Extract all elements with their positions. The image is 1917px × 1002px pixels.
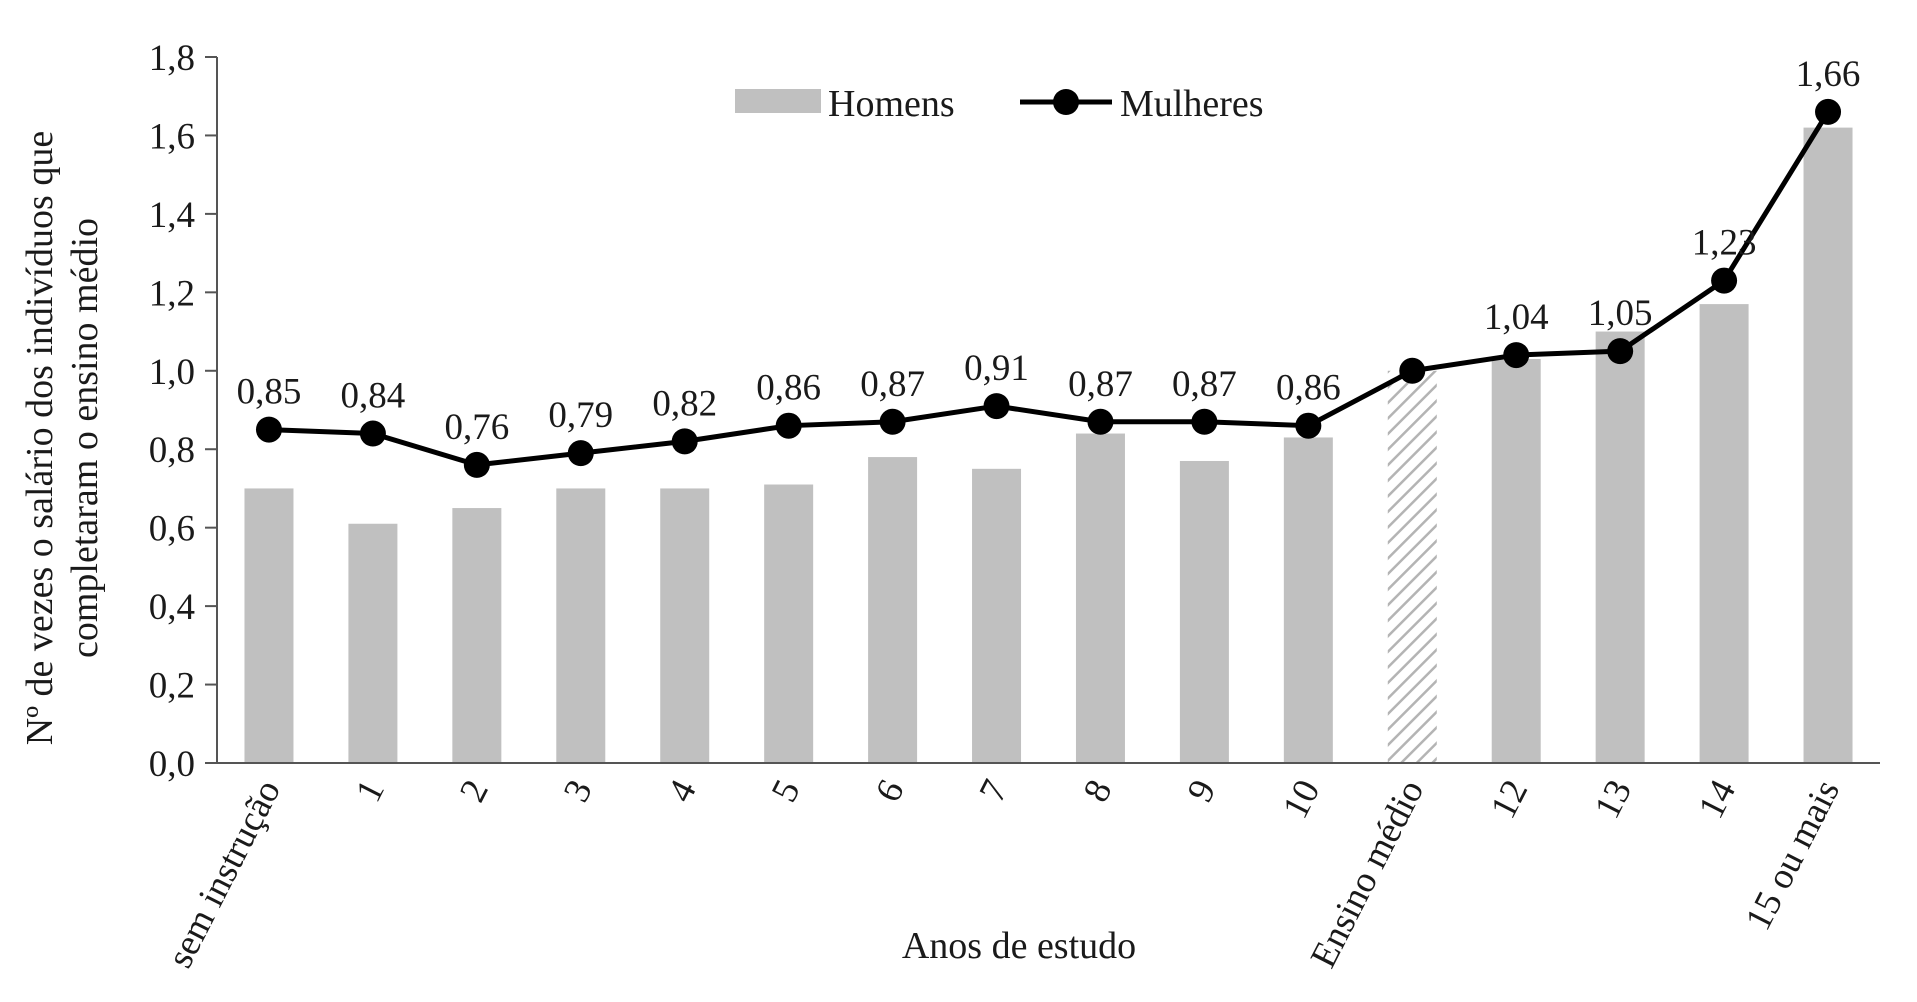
data-label-mulheres: 0,76: [444, 407, 509, 448]
bar-homens-6: [868, 457, 918, 763]
bar-homens-13: [1595, 331, 1645, 763]
y-axis: 0,0 0,2 0,4 0,6 0,8 1,0 1,2 1,4 1,6 1,8: [149, 38, 218, 785]
point-mulheres-12: [1503, 342, 1530, 369]
y-tick-label: 1,6: [149, 116, 195, 157]
bar-series: [244, 127, 1853, 764]
legend-label-homens: Homens: [828, 83, 955, 125]
data-label-mulheres: 1,23: [1692, 223, 1757, 264]
point-mulheres-7: [983, 393, 1010, 420]
point-mulheres-4: [671, 428, 698, 455]
y-tick-label: 0,2: [149, 666, 195, 707]
bar-homens-7: [972, 468, 1022, 763]
data-label-mulheres: 0,85: [237, 372, 302, 413]
legend-swatch-bar: [735, 89, 821, 113]
x-tick-label: 2: [452, 773, 497, 808]
line-series: 0,85 0,84 0,76 0,79 0,82 0,86 0,87 0,91 0,87 0,87…: [237, 54, 1861, 478]
point-mulheres-0: [255, 416, 282, 443]
data-label-mulheres: 0,87: [1172, 364, 1237, 405]
y-tick-label: 1,0: [149, 352, 195, 393]
legend: Homens Mulheres: [735, 83, 1264, 125]
x-tick-label: 6: [868, 773, 913, 808]
data-label-mulheres: 1,66: [1796, 54, 1861, 95]
point-mulheres-13: [1607, 338, 1634, 365]
y-tick-label: 1,2: [149, 273, 195, 314]
bar-homens-3: [556, 488, 606, 763]
x-tick-label: 5: [764, 773, 809, 808]
x-tick-label: 9: [1179, 773, 1224, 808]
y-tick-label: 1,4: [149, 195, 195, 236]
y-tick-label: 1,8: [149, 38, 195, 79]
point-mulheres-9: [1191, 408, 1218, 435]
bar-homens-0: [244, 488, 294, 763]
point-mulheres-6: [879, 408, 906, 435]
y-tick-label: 0,6: [149, 509, 195, 550]
point-mulheres-3: [567, 440, 594, 467]
y-tick-label: 0,0: [149, 744, 195, 785]
bar-homens-15: [1803, 127, 1853, 764]
line-mulheres: [268, 110, 1831, 468]
point-mulheres-2: [463, 451, 490, 478]
bar-homens-5: [764, 484, 814, 763]
bar-homens-4: [660, 488, 710, 763]
legend-swatch-marker: [1053, 89, 1079, 115]
y-axis-title-line: Nº de vezes o salário dos indivíduos que: [19, 131, 61, 745]
bar-homens-11: [1387, 370, 1437, 763]
data-label-mulheres: 0,82: [652, 383, 717, 424]
data-label-mulheres: 0,87: [1068, 364, 1133, 405]
data-label-mulheres: 0,86: [756, 368, 821, 409]
x-tick-label: 15 ou mais: [1738, 773, 1848, 936]
x-tick-label: 7: [972, 773, 1017, 808]
point-mulheres-5: [775, 412, 802, 439]
point-mulheres-10: [1295, 412, 1322, 439]
point-mulheres-14: [1711, 267, 1738, 294]
x-tick-label: 12: [1483, 773, 1536, 825]
data-label-mulheres: 0,91: [964, 348, 1029, 389]
x-tick-label: 14: [1691, 773, 1744, 825]
point-mulheres-8: [1087, 408, 1114, 435]
data-label-mulheres: 1,05: [1588, 293, 1653, 334]
x-tick-label: 13: [1587, 773, 1640, 825]
point-mulheres-11: [1399, 357, 1426, 384]
data-label-mulheres: 0,84: [341, 376, 406, 417]
x-tick-label: 8: [1076, 773, 1121, 808]
x-tick-label: 10: [1275, 773, 1328, 825]
data-label-mulheres: 1,04: [1484, 297, 1549, 338]
bar-homens-2: [452, 508, 502, 763]
x-tick-label: sem instrução: [160, 773, 289, 974]
data-label-mulheres: 0,86: [1276, 368, 1341, 409]
bar-homens-10: [1283, 437, 1333, 763]
bar-homens-14: [1699, 304, 1749, 763]
y-axis-title-line: completaram o ensino médio: [64, 218, 106, 658]
bar-homens-12: [1491, 359, 1541, 763]
x-tick-label: 3: [556, 773, 601, 808]
data-label-mulheres: 0,79: [548, 395, 613, 436]
x-tick-label: 1: [348, 773, 393, 808]
x-tick-label: 4: [660, 773, 705, 808]
y-tick-label: 0,8: [149, 430, 195, 471]
bar-homens-1: [348, 523, 398, 763]
data-label-mulheres: 0,87: [860, 364, 925, 405]
point-mulheres-1: [359, 420, 386, 447]
point-mulheres-15: [1815, 98, 1842, 125]
y-axis-title: Nº de vezes o salário dos indivíduos que…: [19, 131, 106, 745]
y-tick-label: 0,4: [149, 587, 195, 628]
x-axis-title: Anos de estudo: [902, 925, 1136, 967]
bar-homens-9: [1179, 460, 1229, 763]
legend-label-mulheres: Mulheres: [1120, 83, 1264, 125]
bar-homens-8: [1075, 433, 1125, 763]
